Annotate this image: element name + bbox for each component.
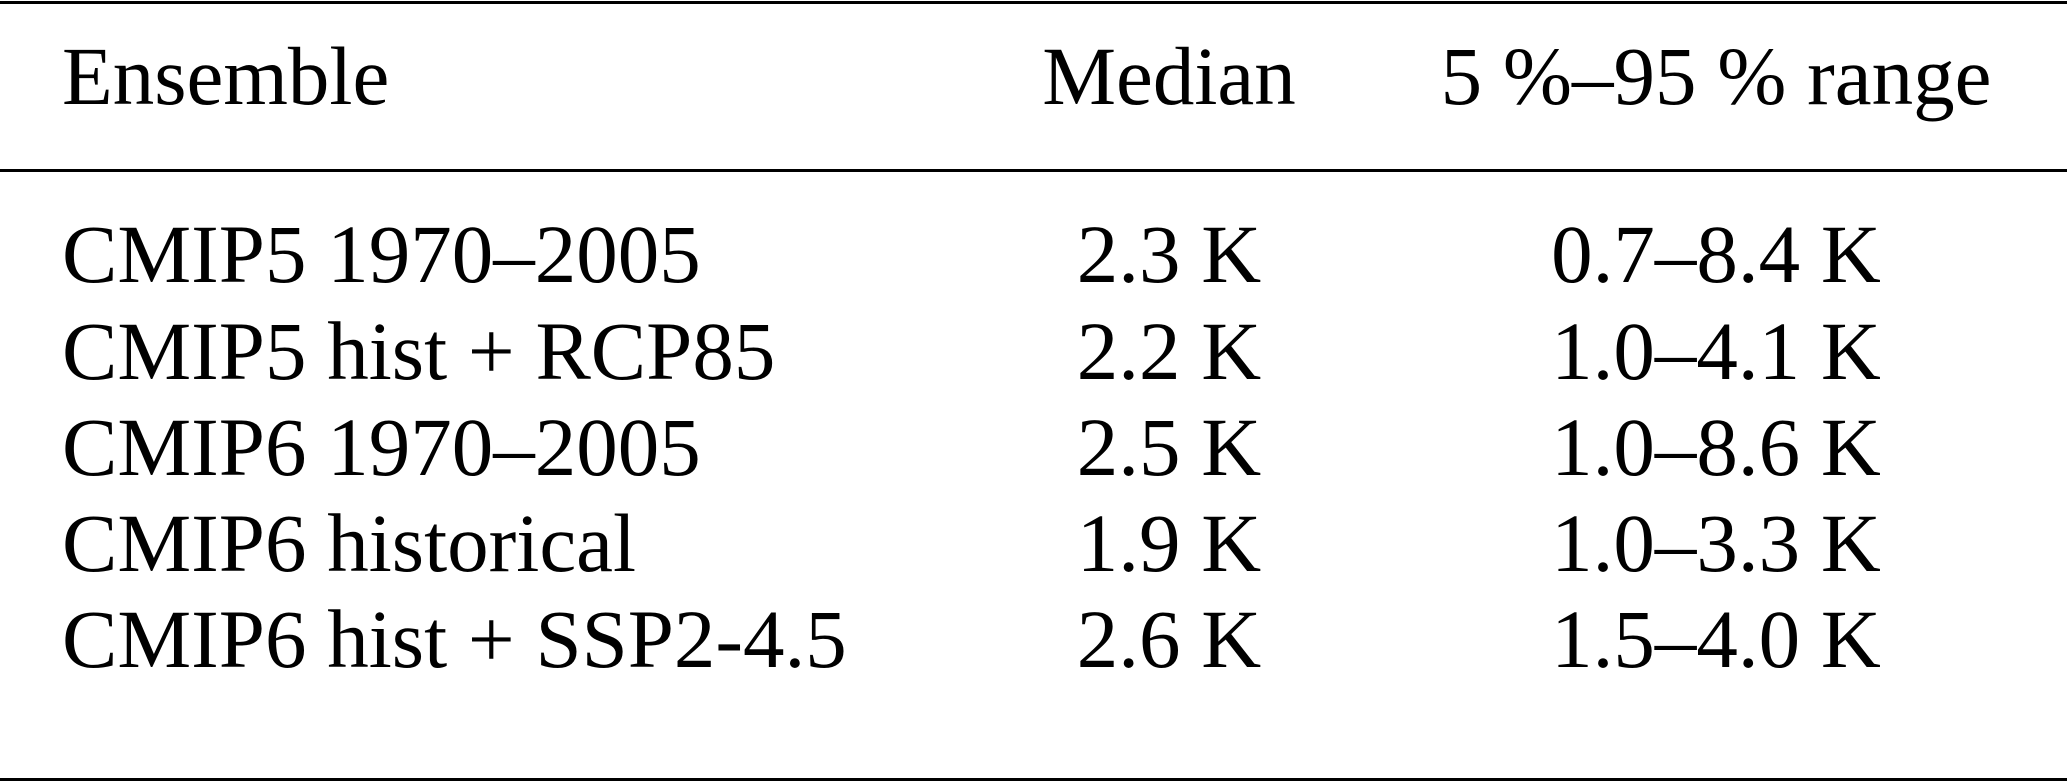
header-ensemble: Ensemble xyxy=(62,30,390,122)
cell-range: 1.5–4.0 K xyxy=(1551,593,1881,685)
cell-range: 0.7–8.4 K xyxy=(1551,208,1881,300)
cell-median: 2.3 K xyxy=(1076,208,1262,300)
cell-ensemble: CMIP6 1970–2005 xyxy=(62,401,701,493)
cell-ensemble: CMIP6 hist + SSP2-4.5 xyxy=(62,593,847,685)
cell-median: 2.5 K xyxy=(1076,401,1262,493)
cell-range: 1.0–8.6 K xyxy=(1551,401,1881,493)
header-median: Median xyxy=(1042,30,1296,122)
bottom-rule xyxy=(0,778,2067,781)
cell-range: 1.0–3.3 K xyxy=(1551,497,1881,589)
top-rule xyxy=(0,1,2067,4)
cell-ensemble: CMIP6 historical xyxy=(62,497,637,589)
header-rule xyxy=(0,169,2067,172)
cell-ensemble: CMIP5 hist + RCP85 xyxy=(62,305,776,397)
cell-median: 2.2 K xyxy=(1076,305,1262,397)
header-range: 5 %–95 % range xyxy=(1440,30,1992,122)
cell-median: 1.9 K xyxy=(1076,497,1262,589)
cell-ensemble: CMIP5 1970–2005 xyxy=(62,208,701,300)
cell-range: 1.0–4.1 K xyxy=(1551,305,1881,397)
cell-median: 2.6 K xyxy=(1076,593,1262,685)
